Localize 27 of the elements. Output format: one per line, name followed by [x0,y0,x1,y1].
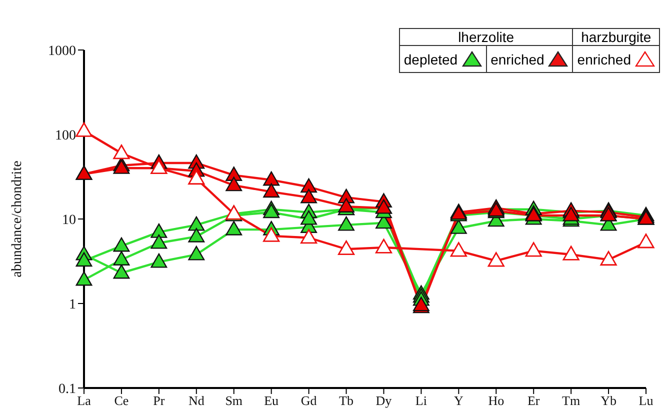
y-axis-title: abundance/chondrite [10,160,25,278]
x-tick-label: Tm [562,393,580,408]
y-tick-label: 1000 [48,44,76,59]
x-tick-label: Li [415,393,428,408]
y-tick-label: 0.1 [58,382,76,397]
x-tick-label: Yb [600,393,616,408]
y-tick-label: 1 [69,297,76,312]
x-tick-label: Lu [638,393,654,408]
x-tick-label: Pr [153,393,166,408]
x-tick-label: Y [454,393,464,408]
x-tick-label: Eu [264,393,280,408]
x-tick-label: Er [527,393,540,408]
legend-label: enriched [577,51,631,68]
text: lherzolite [399,28,573,46]
x-tick-label: Nd [188,393,205,408]
y-tick-label: 100 [55,128,76,144]
x-tick-label: Ho [488,393,504,408]
text: harzburgite [572,28,660,46]
x-tick-label: Dy [376,393,392,408]
x-tick-label: Gd [300,393,318,408]
x-tick-label: La [77,393,92,408]
x-tick-label: Tb [339,393,354,408]
x-tick-label: Sm [225,393,243,408]
x-tick-label: Ce [114,393,129,408]
legend-label: depleted [404,51,458,68]
y-tick-label: 10 [62,212,76,228]
legend-label: enriched [490,51,544,68]
